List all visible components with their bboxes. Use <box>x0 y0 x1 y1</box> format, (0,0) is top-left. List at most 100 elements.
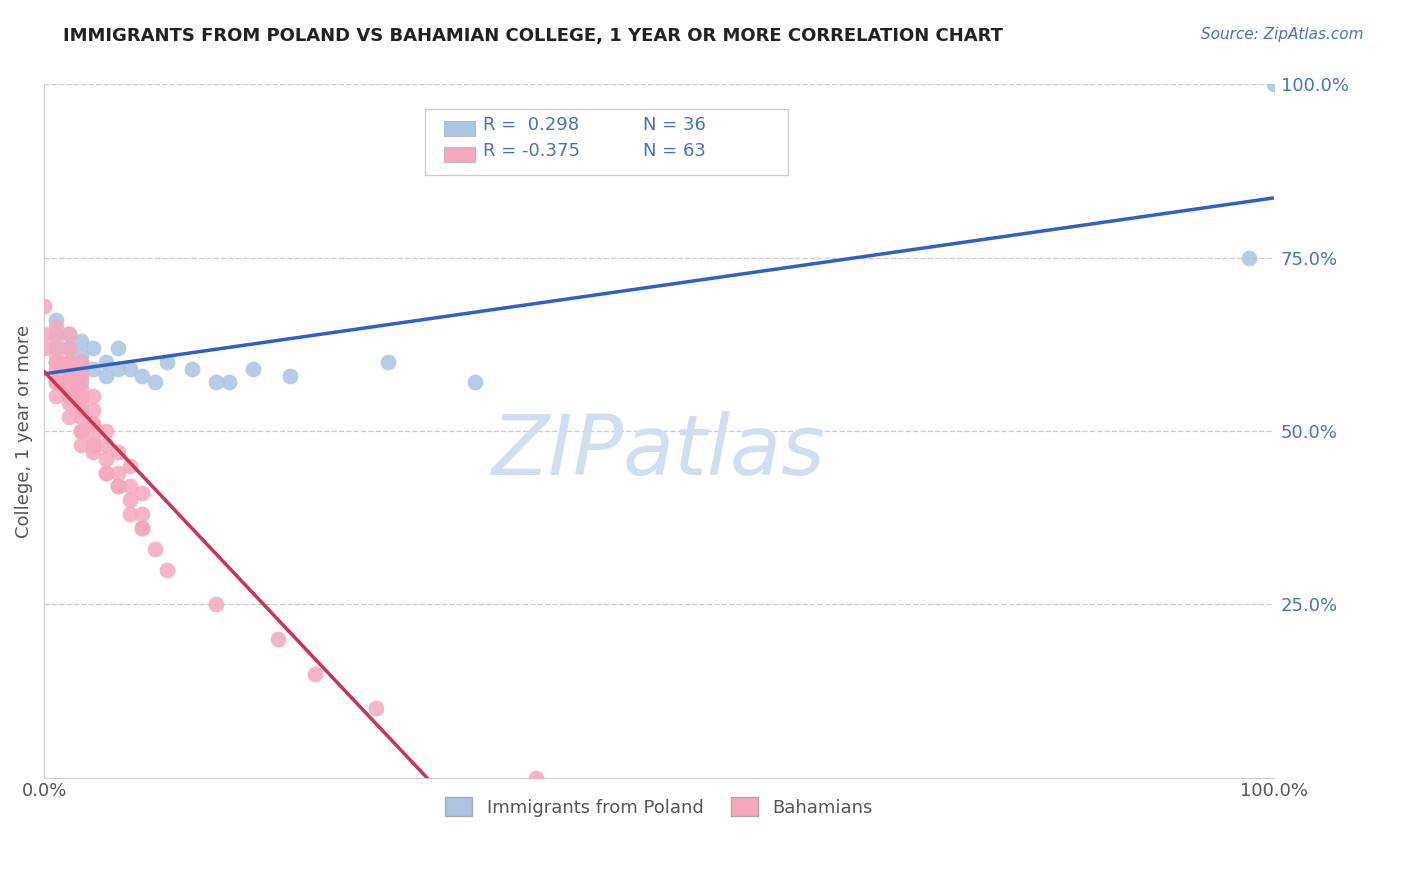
Point <box>82 361 104 376</box>
Point <box>218 376 240 390</box>
Point <box>143 376 166 390</box>
Point <box>94 368 117 383</box>
Point <box>58 354 80 368</box>
Point <box>156 354 179 368</box>
Point <box>131 486 153 500</box>
Point <box>143 541 166 556</box>
Point <box>70 348 93 362</box>
FancyBboxPatch shape <box>444 121 475 136</box>
Text: IMMIGRANTS FROM POLAND VS BAHAMIAN COLLEGE, 1 YEAR OR MORE CORRELATION CHART: IMMIGRANTS FROM POLAND VS BAHAMIAN COLLE… <box>63 27 1004 45</box>
Point <box>45 376 67 390</box>
Point <box>94 354 117 368</box>
Legend: Immigrants from Poland, Bahamians: Immigrants from Poland, Bahamians <box>439 790 880 824</box>
Text: N = 63: N = 63 <box>643 142 706 160</box>
Point <box>58 354 80 368</box>
Point <box>58 326 80 341</box>
Point <box>58 368 80 383</box>
Point <box>70 376 93 390</box>
Point <box>45 389 67 403</box>
Point <box>94 424 117 438</box>
Point <box>107 361 129 376</box>
Point <box>82 341 104 355</box>
Point <box>82 417 104 431</box>
Point <box>32 326 55 341</box>
Point <box>70 368 93 383</box>
Point <box>107 341 129 355</box>
Point <box>205 597 228 611</box>
Point <box>45 354 67 368</box>
Point <box>131 521 153 535</box>
Point <box>1239 251 1261 265</box>
Point <box>45 334 67 348</box>
Point <box>82 389 104 403</box>
Point <box>45 313 67 327</box>
Point <box>120 458 142 473</box>
Point <box>304 666 326 681</box>
Y-axis label: College, 1 year or more: College, 1 year or more <box>15 325 32 538</box>
Point <box>107 466 129 480</box>
Point <box>58 368 80 383</box>
Point <box>58 341 80 355</box>
Point <box>94 466 117 480</box>
Point <box>82 431 104 445</box>
Point <box>94 451 117 466</box>
Point <box>70 396 93 410</box>
Point <box>58 354 80 368</box>
Text: ZIPatlas: ZIPatlas <box>492 411 825 492</box>
Point <box>32 299 55 313</box>
Point <box>107 479 129 493</box>
Point <box>94 466 117 480</box>
Point <box>70 403 93 417</box>
Point <box>45 320 67 334</box>
Point <box>107 479 129 493</box>
Point <box>70 334 93 348</box>
Point <box>120 493 142 508</box>
Point <box>524 771 547 785</box>
Point <box>32 341 55 355</box>
Point <box>267 632 290 646</box>
Point <box>278 368 301 383</box>
Point <box>120 507 142 521</box>
Point <box>82 417 104 431</box>
Point <box>242 361 264 376</box>
Point <box>94 438 117 452</box>
Point <box>156 563 179 577</box>
Point <box>45 376 67 390</box>
Point <box>70 383 93 397</box>
Point <box>70 410 93 425</box>
Point <box>58 341 80 355</box>
Point <box>45 348 67 362</box>
Point <box>45 361 67 376</box>
Point <box>131 507 153 521</box>
FancyBboxPatch shape <box>444 147 475 162</box>
Text: R = -0.375: R = -0.375 <box>484 142 581 160</box>
Point <box>45 326 67 341</box>
Text: N = 36: N = 36 <box>643 116 706 134</box>
Point <box>70 438 93 452</box>
Point <box>82 403 104 417</box>
Point <box>58 354 80 368</box>
Point <box>58 383 80 397</box>
Point <box>82 438 104 452</box>
Point <box>58 376 80 390</box>
Point <box>70 354 93 368</box>
Point <box>180 361 202 376</box>
FancyBboxPatch shape <box>426 109 789 175</box>
Point <box>131 368 153 383</box>
Point <box>70 389 93 403</box>
Point <box>58 396 80 410</box>
Point <box>120 361 142 376</box>
Point <box>131 521 153 535</box>
Point <box>70 354 93 368</box>
Text: R =  0.298: R = 0.298 <box>484 116 579 134</box>
Point <box>58 410 80 425</box>
Point <box>58 341 80 355</box>
Point <box>377 354 399 368</box>
Point <box>70 424 93 438</box>
Point <box>107 444 129 458</box>
Point <box>82 444 104 458</box>
Point <box>58 326 80 341</box>
Point <box>1263 78 1285 92</box>
Point <box>464 376 486 390</box>
Point <box>366 701 388 715</box>
